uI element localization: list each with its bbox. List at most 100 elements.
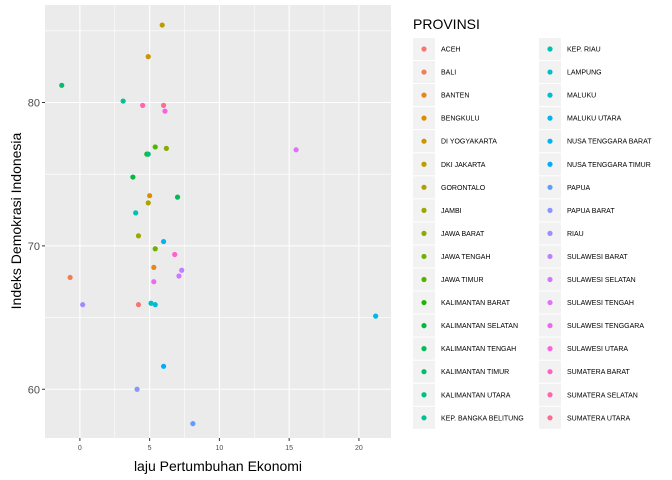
legend-item: KALIMANTAN BARAT bbox=[413, 291, 511, 314]
x-axis-label: laju Pertumbuhan Ekonomi bbox=[134, 458, 302, 474]
legend-item: KALIMANTAN SELATAN bbox=[413, 314, 518, 337]
legend-key-point bbox=[421, 92, 427, 98]
legend-key-point bbox=[421, 346, 427, 352]
legend-label: LAMPUNG bbox=[567, 70, 602, 77]
legend-item: SULAWESI SELATAN bbox=[539, 268, 636, 291]
grid-minor bbox=[45, 5, 391, 438]
legend-item: MALUKU bbox=[539, 84, 596, 107]
legend-label: RIAU bbox=[567, 231, 584, 238]
legend-key-point bbox=[547, 138, 553, 144]
y-axis-ticks: 60 70 80 bbox=[28, 97, 45, 396]
data-points bbox=[59, 22, 379, 427]
plot-panel bbox=[45, 5, 391, 438]
data-point bbox=[160, 363, 167, 369]
legend-key-point bbox=[421, 184, 427, 190]
legend-key-point bbox=[547, 230, 553, 236]
legend-key-point bbox=[547, 46, 553, 52]
legend-label: KALIMANTAN SELATAN bbox=[441, 323, 518, 330]
data-point bbox=[152, 144, 158, 150]
x-tick-label: 15 bbox=[285, 445, 293, 452]
data-point bbox=[293, 147, 299, 153]
legend-key-point bbox=[547, 346, 553, 352]
legend-item: KEP. BANGKA BELITUNG bbox=[413, 406, 524, 429]
data-point bbox=[145, 151, 151, 157]
legend-label: KEP. BANGKA BELITUNG bbox=[441, 415, 524, 422]
legend-label: MALUKU bbox=[567, 93, 596, 100]
legend-key-point bbox=[421, 369, 427, 375]
y-tick-label: 80 bbox=[28, 97, 40, 109]
legend-key-point bbox=[547, 115, 553, 121]
data-point bbox=[190, 421, 196, 427]
x-tick-label: 0 bbox=[78, 445, 82, 452]
data-point bbox=[130, 174, 136, 180]
data-point bbox=[147, 193, 153, 199]
legend-label: DI YOGYAKARTA bbox=[441, 139, 497, 146]
legend-item: JAMBI bbox=[413, 199, 462, 222]
legend-item: NUSA TENGGARA BARAT bbox=[539, 130, 652, 153]
legend-key-point bbox=[547, 253, 553, 260]
legend-item: BENGKULU bbox=[413, 107, 480, 130]
data-point bbox=[160, 238, 167, 245]
legend-item: SUMATERA UTARA bbox=[539, 406, 630, 429]
legend-item: PAPUA BARAT bbox=[539, 199, 615, 222]
legend-label: SUMATERA SELATAN bbox=[567, 392, 638, 399]
legend-item: ACEH bbox=[413, 38, 460, 60]
data-point bbox=[373, 313, 379, 319]
legend-key-point bbox=[547, 323, 553, 329]
data-point bbox=[67, 274, 73, 281]
data-point bbox=[145, 54, 151, 60]
data-point bbox=[59, 82, 65, 88]
legend-label: NUSA TENGGARA BARAT bbox=[567, 139, 652, 146]
legend-key-point bbox=[421, 46, 427, 52]
legend-key-point bbox=[421, 415, 427, 421]
legend-item: JAWA TENGAH bbox=[413, 245, 491, 268]
legend-key-point bbox=[421, 207, 427, 213]
data-point bbox=[174, 194, 181, 200]
legend-item: JAWA TIMUR bbox=[413, 268, 484, 291]
data-point bbox=[162, 108, 168, 114]
legend-label: DKI JAKARTA bbox=[441, 162, 486, 169]
data-point bbox=[133, 210, 139, 216]
data-point bbox=[145, 200, 151, 206]
data-point bbox=[120, 98, 126, 104]
legend-key-point bbox=[547, 369, 553, 375]
x-tick-label: 5 bbox=[148, 445, 152, 452]
legend-label: JAWA TENGAH bbox=[441, 254, 491, 261]
legend-key-point bbox=[421, 115, 427, 121]
data-point bbox=[152, 246, 158, 252]
data-point bbox=[159, 22, 165, 28]
legend-item: KALIMANTAN TENGAH bbox=[413, 337, 516, 360]
legend-label: JAMBI bbox=[441, 208, 462, 215]
legend-key-point bbox=[547, 415, 553, 421]
legend-label: GORONTALO bbox=[441, 185, 486, 192]
legend-key-point bbox=[421, 230, 427, 236]
x-tick-label: 10 bbox=[215, 445, 223, 452]
legend-key-point bbox=[421, 276, 427, 283]
legend-item: LAMPUNG bbox=[539, 61, 602, 84]
data-point bbox=[151, 264, 157, 270]
legend-label: SULAWESI SELATAN bbox=[567, 277, 636, 284]
legend-item: JAWA BARAT bbox=[413, 222, 485, 245]
data-point bbox=[151, 279, 157, 285]
legend-item: RIAU bbox=[539, 222, 584, 245]
legend-label: SULAWESI TENGGARA bbox=[567, 323, 644, 330]
legend-label: SULAWESI UTARA bbox=[567, 346, 628, 353]
legend-label: KALIMANTAN UTARA bbox=[441, 392, 511, 399]
legend-key-point bbox=[547, 184, 553, 190]
legend-key-point bbox=[421, 392, 427, 398]
legend-label: SUMATERA BARAT bbox=[567, 369, 630, 376]
legend-label: PAPUA bbox=[567, 185, 591, 192]
legend-label: SUMATERA UTARA bbox=[567, 415, 630, 422]
legend-label: SULAWESI TENGAH bbox=[567, 300, 634, 307]
legend-item: PAPUA bbox=[539, 176, 591, 199]
legend-key-point bbox=[547, 207, 553, 213]
legend-item: BALI bbox=[413, 61, 456, 84]
data-point bbox=[176, 273, 182, 279]
legend-label: PAPUA BARAT bbox=[567, 208, 615, 215]
legend-key-point bbox=[421, 253, 427, 260]
legend-item: BANTEN bbox=[413, 84, 469, 107]
legend-label: BALI bbox=[441, 70, 456, 77]
y-tick-label: 70 bbox=[28, 241, 40, 253]
legend-key-point bbox=[421, 161, 427, 167]
data-point bbox=[135, 233, 142, 239]
